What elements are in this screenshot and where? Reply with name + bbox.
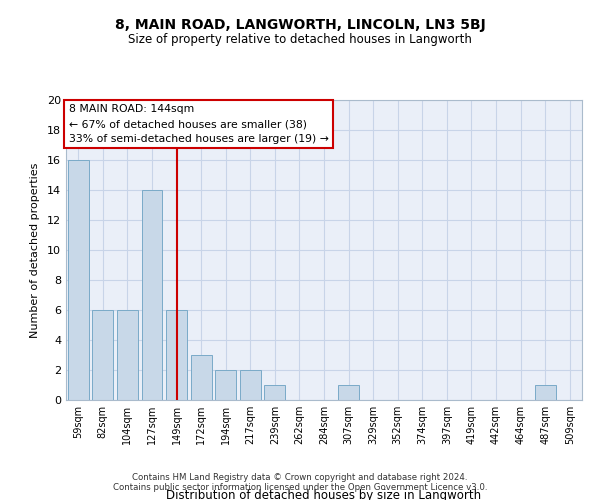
Bar <box>265 385 286 400</box>
Text: Size of property relative to detached houses in Langworth: Size of property relative to detached ho… <box>128 32 472 46</box>
X-axis label: Distribution of detached houses by size in Langworth: Distribution of detached houses by size … <box>166 488 482 500</box>
Bar <box>68 160 89 400</box>
Bar <box>215 370 236 400</box>
Bar <box>535 385 556 400</box>
Text: 8, MAIN ROAD, LANGWORTH, LINCOLN, LN3 5BJ: 8, MAIN ROAD, LANGWORTH, LINCOLN, LN3 5B… <box>115 18 485 32</box>
Text: Contains public sector information licensed under the Open Government Licence v3: Contains public sector information licen… <box>113 482 487 492</box>
Bar <box>338 385 359 400</box>
Bar <box>142 190 163 400</box>
Bar <box>117 310 138 400</box>
Bar <box>166 310 187 400</box>
Bar <box>240 370 261 400</box>
Bar <box>191 355 212 400</box>
Text: Contains HM Land Registry data © Crown copyright and database right 2024.: Contains HM Land Registry data © Crown c… <box>132 472 468 482</box>
Text: 8 MAIN ROAD: 144sqm
← 67% of detached houses are smaller (38)
33% of semi-detach: 8 MAIN ROAD: 144sqm ← 67% of detached ho… <box>68 104 328 144</box>
Bar <box>92 310 113 400</box>
Y-axis label: Number of detached properties: Number of detached properties <box>30 162 40 338</box>
